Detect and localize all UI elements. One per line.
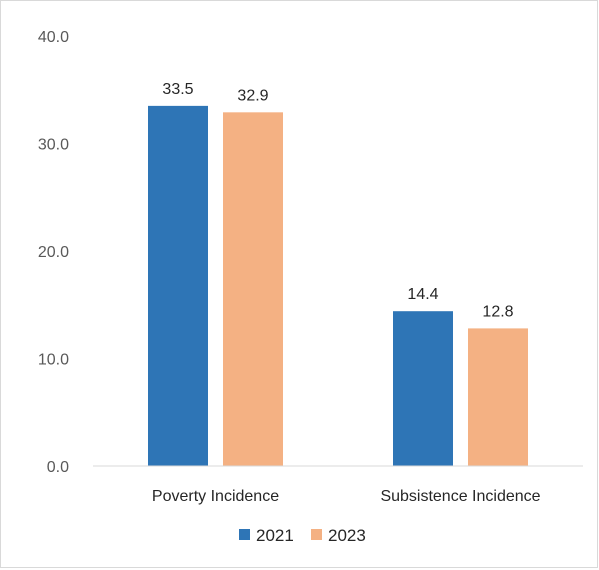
data-label: 12.8 [482,303,513,320]
data-label: 32.9 [237,87,268,104]
x-category-label: Poverty Incidence [152,488,279,505]
data-label: 14.4 [407,286,438,303]
bar-2023-1 [468,328,528,466]
legend-swatch-2021 [239,529,250,540]
bar-2021-0 [148,105,208,466]
y-axis-ticks: 0.0 10.0 20.0 30.0 40.0 [38,29,69,476]
y-tick-label: 20.0 [38,244,69,261]
y-tick-label: 10.0 [38,352,69,369]
y-tick-label: 0.0 [47,459,69,476]
x-category-label: Subsistence Incidence [380,488,540,505]
data-label: 33.5 [162,81,193,98]
data-labels: 33.5 32.9 14.4 12.8 [162,81,513,321]
x-axis-category-labels: Poverty Incidence Subsistence Incidence [152,488,541,505]
legend-label: 2023 [328,526,366,545]
legend: 2021 2023 [239,526,366,545]
bar-2021-1 [393,311,453,466]
bar-2023-0 [223,112,283,466]
legend-swatch-2023 [311,529,322,540]
legend-label: 2021 [256,526,294,545]
y-tick-label: 30.0 [38,137,69,154]
y-tick-label: 40.0 [38,29,69,46]
bar-series [148,105,528,466]
